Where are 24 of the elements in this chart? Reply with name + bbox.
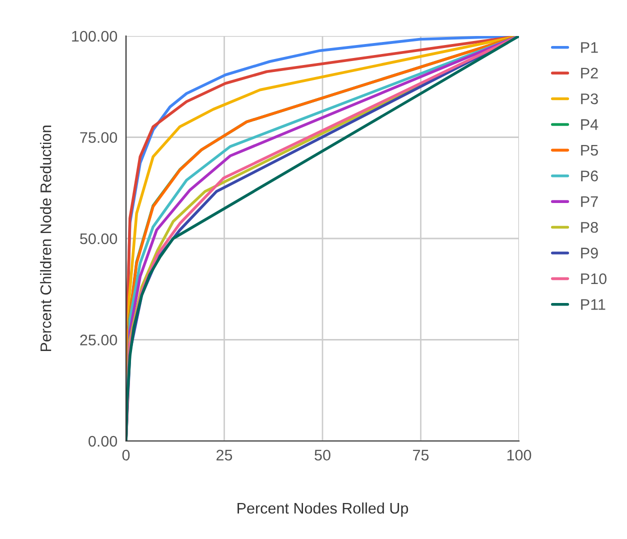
y-axis-title: Percent Children Node Reduction <box>40 126 52 352</box>
y-tick-label: 0.00 <box>88 436 118 447</box>
legend-label: P7 <box>581 196 598 207</box>
legend-label: P3 <box>581 93 598 104</box>
legend-label: P8 <box>581 222 598 233</box>
x-tick-label: 75 <box>413 450 429 461</box>
x-tick-label: 100 <box>507 450 532 461</box>
y-tick-label: 50.00 <box>80 233 118 244</box>
legend-label: P11 <box>581 299 606 310</box>
y-tick-label: 100.00 <box>72 30 118 42</box>
x-tick-label: 0 <box>122 450 130 461</box>
x-tick-label: 50 <box>314 450 330 461</box>
legend-label: P2 <box>581 68 598 78</box>
y-tick-label: 25.00 <box>80 334 118 346</box>
legend-label: P1 <box>581 42 598 53</box>
x-tick-label: 25 <box>216 450 232 461</box>
line-series <box>126 36 519 441</box>
legend-label: P4 <box>581 119 598 130</box>
x-axis-title: Percent Nodes Rolled Up <box>238 502 408 517</box>
legend-label: P5 <box>581 145 598 156</box>
legend-label: P9 <box>581 248 598 258</box>
legend-label: P10 <box>581 273 606 284</box>
legend-label: P6 <box>581 170 598 182</box>
y-tick-label: 75.00 <box>80 132 118 143</box>
